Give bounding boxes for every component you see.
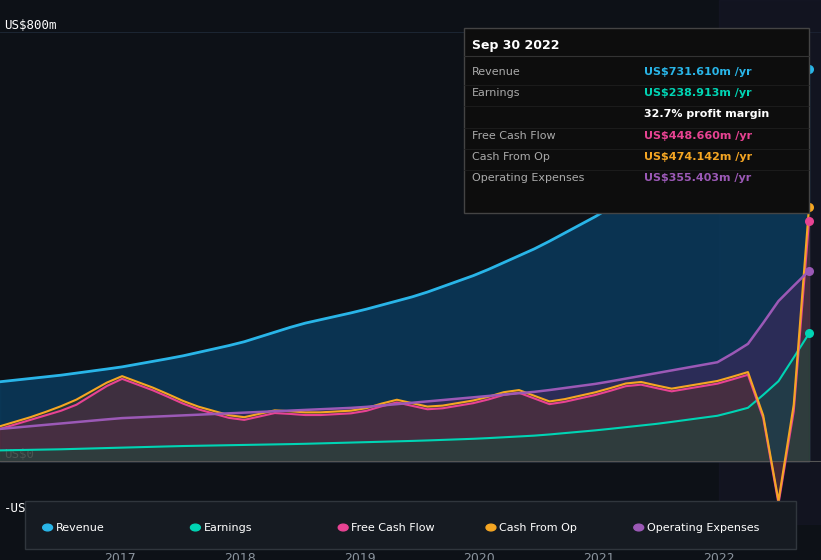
Text: US$474.142m /yr: US$474.142m /yr (644, 152, 753, 162)
Text: Revenue: Revenue (472, 67, 521, 77)
Text: Earnings: Earnings (472, 88, 521, 98)
Point (802, 216, 815, 225)
Text: US$448.660m /yr: US$448.660m /yr (644, 130, 753, 141)
Text: Operating Expenses: Operating Expenses (472, 173, 585, 183)
Text: 2019: 2019 (344, 552, 375, 560)
Text: 32.7% profit margin: 32.7% profit margin (644, 109, 770, 119)
Point (802, 329, 815, 338)
Text: US$731.610m /yr: US$731.610m /yr (644, 67, 752, 77)
Point (802, 65, 815, 74)
Text: US$0: US$0 (4, 448, 34, 461)
Text: -US$100m: -US$100m (4, 502, 64, 515)
Text: Cash From Op: Cash From Op (472, 152, 550, 162)
Text: 2021: 2021 (584, 552, 615, 560)
Point (802, 267, 815, 276)
Text: 2017: 2017 (104, 552, 135, 560)
Text: US$238.913m /yr: US$238.913m /yr (644, 88, 752, 98)
Text: 2020: 2020 (464, 552, 495, 560)
Text: 2022: 2022 (704, 552, 735, 560)
Text: Sep 30 2022: Sep 30 2022 (472, 39, 560, 52)
Text: US$355.403m /yr: US$355.403m /yr (644, 173, 752, 183)
Text: Revenue: Revenue (56, 522, 104, 533)
Text: Earnings: Earnings (204, 522, 252, 533)
Text: 2018: 2018 (224, 552, 255, 560)
Text: Free Cash Flow: Free Cash Flow (351, 522, 435, 533)
Text: Operating Expenses: Operating Expenses (647, 522, 759, 533)
Text: US$800m: US$800m (4, 19, 57, 32)
Text: Free Cash Flow: Free Cash Flow (472, 130, 556, 141)
Bar (719, 0, 821, 525)
Text: Cash From Op: Cash From Op (499, 522, 577, 533)
Point (802, 203, 815, 212)
